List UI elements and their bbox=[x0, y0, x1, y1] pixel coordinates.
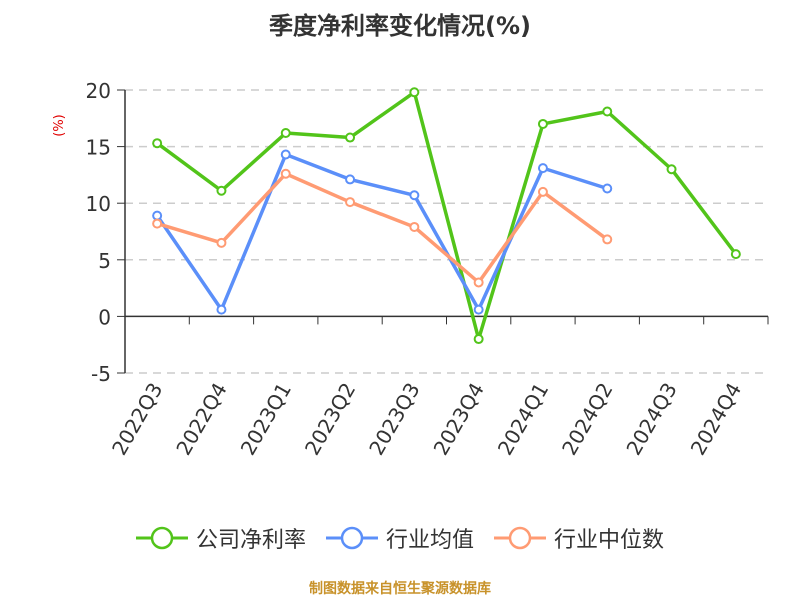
y-tick-label: 10 bbox=[86, 192, 111, 216]
line-chart: -5 0 5 10 15 20 2022Q3 2022Q4 2023Q1 2023Q2 2023Q3… bbox=[86, 79, 769, 460]
data-point[interactable] bbox=[216, 304, 227, 315]
data-point[interactable] bbox=[345, 197, 356, 208]
data-point[interactable] bbox=[409, 221, 420, 232]
data-point[interactable] bbox=[602, 183, 613, 194]
data-point[interactable] bbox=[473, 304, 484, 315]
data-point[interactable] bbox=[730, 249, 741, 260]
x-tick-label: 2024Q4 bbox=[686, 379, 746, 460]
data-point[interactable] bbox=[602, 106, 613, 117]
y-tick-label: 0 bbox=[98, 305, 111, 329]
data-point[interactable] bbox=[409, 190, 420, 201]
data-point[interactable] bbox=[216, 237, 227, 248]
data-point[interactable] bbox=[473, 334, 484, 345]
x-tick-label: 2022Q4 bbox=[171, 379, 231, 460]
y-tick-label: 5 bbox=[98, 249, 111, 273]
legend-item[interactable]: 行业均值 bbox=[325, 522, 474, 554]
legend-item[interactable]: 行业中位数 bbox=[494, 522, 664, 554]
y-tick-label: 15 bbox=[86, 136, 111, 160]
data-point[interactable] bbox=[602, 234, 613, 245]
data-point[interactable] bbox=[345, 174, 356, 185]
data-point[interactable] bbox=[666, 164, 677, 175]
series-line bbox=[156, 172, 609, 285]
data-point[interactable] bbox=[345, 132, 356, 143]
data-point[interactable] bbox=[409, 87, 420, 98]
x-tick-label: 2023Q2 bbox=[300, 379, 360, 460]
legend-label: 行业中位数 bbox=[554, 528, 665, 553]
legend-marker-icon bbox=[135, 526, 188, 550]
data-point[interactable] bbox=[537, 186, 548, 197]
legend-label: 行业均值 bbox=[385, 528, 474, 553]
data-point[interactable] bbox=[216, 185, 227, 196]
x-tick-label: 2024Q1 bbox=[493, 379, 553, 460]
legend-marker-icon bbox=[325, 526, 378, 550]
x-tick-label: 2024Q2 bbox=[557, 379, 617, 460]
y-tick-label: -5 bbox=[91, 362, 111, 386]
y-tick-label: 20 bbox=[86, 79, 111, 103]
data-point[interactable] bbox=[280, 149, 291, 160]
chart-title: 季度净利率变化情况(%) bbox=[269, 12, 531, 40]
legend-marker-icon bbox=[494, 526, 546, 550]
series-line bbox=[156, 90, 738, 341]
data-source-footer: 制图数据来自恒生聚源数据库 bbox=[309, 581, 491, 597]
data-point[interactable] bbox=[537, 163, 548, 174]
data-point[interactable] bbox=[537, 118, 548, 129]
data-point[interactable] bbox=[152, 218, 163, 229]
legend-label: 公司净利率 bbox=[195, 528, 306, 553]
legend-item[interactable]: 公司净利率 bbox=[135, 522, 306, 554]
x-tick-label: 2024Q3 bbox=[621, 379, 681, 460]
data-point[interactable] bbox=[473, 277, 484, 288]
x-tick-label: 2022Q3 bbox=[107, 379, 167, 460]
x-tick-label: 2023Q3 bbox=[364, 379, 424, 460]
legend: 公司净利率 行业均值 行业中位数 bbox=[0, 522, 800, 554]
data-point[interactable] bbox=[152, 210, 163, 221]
data-point[interactable] bbox=[280, 128, 291, 139]
series-line bbox=[155, 152, 608, 312]
data-point[interactable] bbox=[280, 168, 291, 179]
x-tick-label: 2023Q4 bbox=[429, 379, 489, 460]
x-tick-label: 2023Q1 bbox=[236, 379, 296, 460]
data-point[interactable] bbox=[152, 138, 163, 149]
